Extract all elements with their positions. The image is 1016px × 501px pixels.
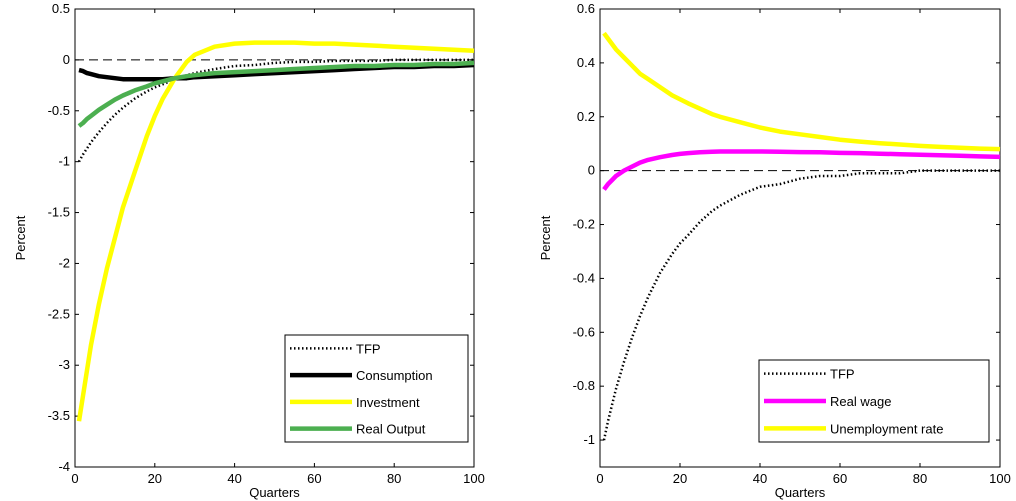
legend-label: Real wage <box>830 394 891 409</box>
right-chart: 0 20 40 60 80 100 -1 -0.8 -0.6 -0.4 -0.2 0 0.2 0.4 0.6… <box>538 1 1011 500</box>
x-tick-label: 40 <box>227 471 241 486</box>
y-tick-label: -3 <box>58 357 70 372</box>
x-tick-label: 0 <box>596 471 603 486</box>
legend-box <box>284 334 469 443</box>
y-tick-label: -3.5 <box>48 408 70 423</box>
series-line-tfp <box>602 169 1000 441</box>
y-tick-label: -0.6 <box>573 324 595 339</box>
x-axis-label: Quarters <box>249 485 300 500</box>
y-tick-label: 0 <box>63 52 70 67</box>
series-line-tfp <box>77 58 474 163</box>
y-tick-label: -0.4 <box>573 270 595 285</box>
y-tick-label: -0.2 <box>573 217 595 232</box>
x-tick-label: 60 <box>307 471 321 486</box>
x-tick-label: 40 <box>753 471 767 486</box>
y-axis-label: Percent <box>538 215 553 260</box>
y-tick-label: 0.5 <box>52 1 70 16</box>
legend-label: Investment <box>356 395 420 410</box>
y-tick-label: -0.8 <box>573 378 595 393</box>
y-tick-label: 0 <box>588 163 595 178</box>
left-chart: 0 20 40 60 80 100 -4 -3.5 -3 -2.5 -2 -1.5 -1 -0.5 0 0.5… <box>13 1 485 500</box>
y-tick-label: 0.2 <box>577 109 595 124</box>
series-line-real-output <box>77 60 475 128</box>
y-tick-label: 0.4 <box>577 55 595 70</box>
y-tick-label: -1.5 <box>48 205 70 220</box>
x-tick-label: 100 <box>989 471 1011 486</box>
y-tick-label: -1 <box>58 154 70 169</box>
y-tick-label: 0.6 <box>577 1 595 16</box>
legend-label: TFP <box>356 341 381 356</box>
x-tick-label: 60 <box>833 471 847 486</box>
series-line-real-wage <box>602 149 1001 191</box>
x-tick-label: 0 <box>71 471 78 486</box>
y-tick-label: -2 <box>58 255 70 270</box>
legend-label: Real Output <box>356 422 426 437</box>
legend-label: TFP <box>830 367 855 382</box>
y-tick-label: -1 <box>583 432 595 447</box>
x-axis-label: Quarters <box>775 485 826 500</box>
x-tick-label: 80 <box>913 471 927 486</box>
legend-label: Consumption <box>356 368 433 383</box>
x-tick-label: 20 <box>673 471 687 486</box>
series-line-unemployment-rate <box>602 31 1001 152</box>
x-tick-label: 20 <box>148 471 162 486</box>
y-axis-label: Percent <box>13 215 28 260</box>
legend-label: Unemployment rate <box>830 421 943 436</box>
y-tick-label: -2.5 <box>48 306 70 321</box>
x-tick-label: 80 <box>387 471 401 486</box>
y-tick-label: -4 <box>58 459 70 474</box>
y-tick-label: -0.5 <box>48 103 70 118</box>
x-tick-label: 100 <box>463 471 485 486</box>
series-line-investment <box>76 40 475 422</box>
